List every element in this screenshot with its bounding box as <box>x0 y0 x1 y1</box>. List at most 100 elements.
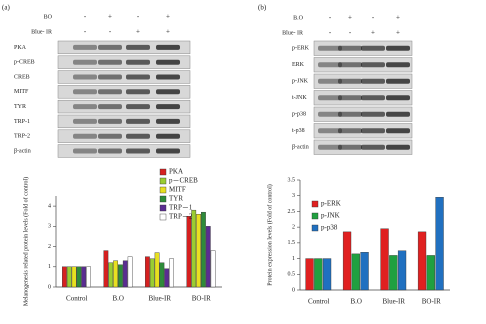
y-tick-label: 3 <box>48 224 51 230</box>
blot-band <box>386 78 410 84</box>
blot-band <box>318 111 342 117</box>
blot-band <box>156 44 180 50</box>
blot-strip <box>57 40 191 55</box>
blot-strip <box>57 99 191 114</box>
blot-band <box>156 59 180 65</box>
blot-band <box>98 44 122 50</box>
blot-band <box>386 111 410 117</box>
legend-label: MITF <box>169 186 186 194</box>
treatment-sign: - <box>329 29 332 37</box>
blot-band <box>98 89 122 95</box>
blot-band <box>156 104 180 110</box>
bar <box>169 258 174 288</box>
bar <box>81 266 87 288</box>
treatment-sign: + <box>396 14 400 22</box>
blot-band <box>338 95 362 101</box>
bar <box>86 266 91 288</box>
blot-label: p-ERK <box>292 46 310 52</box>
treatment-sign: + <box>348 14 352 22</box>
blot-band <box>98 104 122 110</box>
blot-band <box>156 74 180 80</box>
legend-swatch <box>159 195 167 203</box>
treatment-name: BO <box>44 14 53 20</box>
bar <box>113 260 118 288</box>
blot-band <box>98 148 122 154</box>
legend-swatch <box>311 200 319 208</box>
x-tick-label: Control <box>66 295 87 303</box>
y-axis-label: Melanogenesis related protein levels (Fo… <box>22 177 29 306</box>
blot-band <box>98 59 122 65</box>
legend-swatch <box>159 204 167 212</box>
blot-strip <box>57 129 191 143</box>
bar <box>322 258 332 291</box>
blot-label: t-JNK <box>292 95 307 101</box>
bar <box>380 228 389 291</box>
y-tick-label: 1 <box>48 264 51 270</box>
blot-band <box>98 118 122 124</box>
blot-band <box>126 118 150 124</box>
blot-band <box>361 62 385 68</box>
treatment-name: Blue- IR <box>31 29 52 35</box>
blot-label: β-actin <box>14 148 31 154</box>
bar <box>305 258 314 291</box>
bar <box>127 256 133 288</box>
x-tick-label: BO-IR <box>192 295 211 303</box>
bar <box>66 266 72 288</box>
blot-label: ERK <box>292 62 305 68</box>
treatment-sign: - <box>84 13 87 21</box>
blot-band <box>73 148 97 154</box>
x-tick-label: Blue-IR <box>148 295 171 303</box>
bar <box>351 253 360 291</box>
blot-band <box>156 118 180 124</box>
blot-strip <box>57 114 191 129</box>
treatment-sign: + <box>396 29 400 37</box>
blot-band <box>126 104 150 110</box>
blot-band <box>73 59 97 65</box>
blot-band <box>98 74 122 80</box>
blot-band <box>361 128 385 134</box>
blot-label: p-p38 <box>292 112 306 118</box>
bar <box>397 250 407 291</box>
bar <box>164 268 170 288</box>
blot-label: MITF <box>14 89 29 95</box>
blot-band <box>386 45 410 51</box>
bar <box>435 197 444 291</box>
y-tick-label: 0 <box>292 287 295 293</box>
blot-band <box>361 78 385 84</box>
y-tick-label: 0.5 <box>288 272 296 278</box>
legend-swatch <box>159 177 167 185</box>
blot-label: TRP-2 <box>14 134 30 140</box>
legend-label: TRP－2 <box>169 213 193 221</box>
blot-band <box>386 144 410 150</box>
blot-band <box>318 144 342 150</box>
legend-label: TYR <box>169 195 183 203</box>
legend-swatch <box>159 213 167 221</box>
treatment-sign: - <box>329 14 332 22</box>
treatment-sign: + <box>371 29 375 37</box>
legend-swatch <box>159 186 167 194</box>
legend-swatch <box>311 212 319 220</box>
blot-band <box>73 74 97 80</box>
bar <box>159 262 165 288</box>
y-axis-label: Protein expression levels (Fold of contr… <box>266 184 273 285</box>
legend-label: p-JNK <box>321 212 340 220</box>
bar <box>426 255 435 291</box>
bar <box>76 266 82 288</box>
y-tick-label: 2 <box>48 244 51 250</box>
treatment-sign: + <box>136 28 140 36</box>
blot-band <box>73 133 97 139</box>
bar <box>205 226 211 288</box>
legend-label: p-p38 <box>321 224 338 232</box>
treatment-sign: + <box>166 28 170 36</box>
bar <box>196 213 201 288</box>
bar <box>103 250 109 288</box>
blot-band <box>156 89 180 95</box>
legend-label: p－CREB <box>169 177 198 185</box>
panel-label: (a) <box>2 4 10 12</box>
y-tick-label: 3 <box>292 193 295 199</box>
blot-band <box>98 133 122 139</box>
bar <box>145 256 150 288</box>
blot-band <box>361 111 385 117</box>
blot-label: p-CREB <box>14 60 35 66</box>
